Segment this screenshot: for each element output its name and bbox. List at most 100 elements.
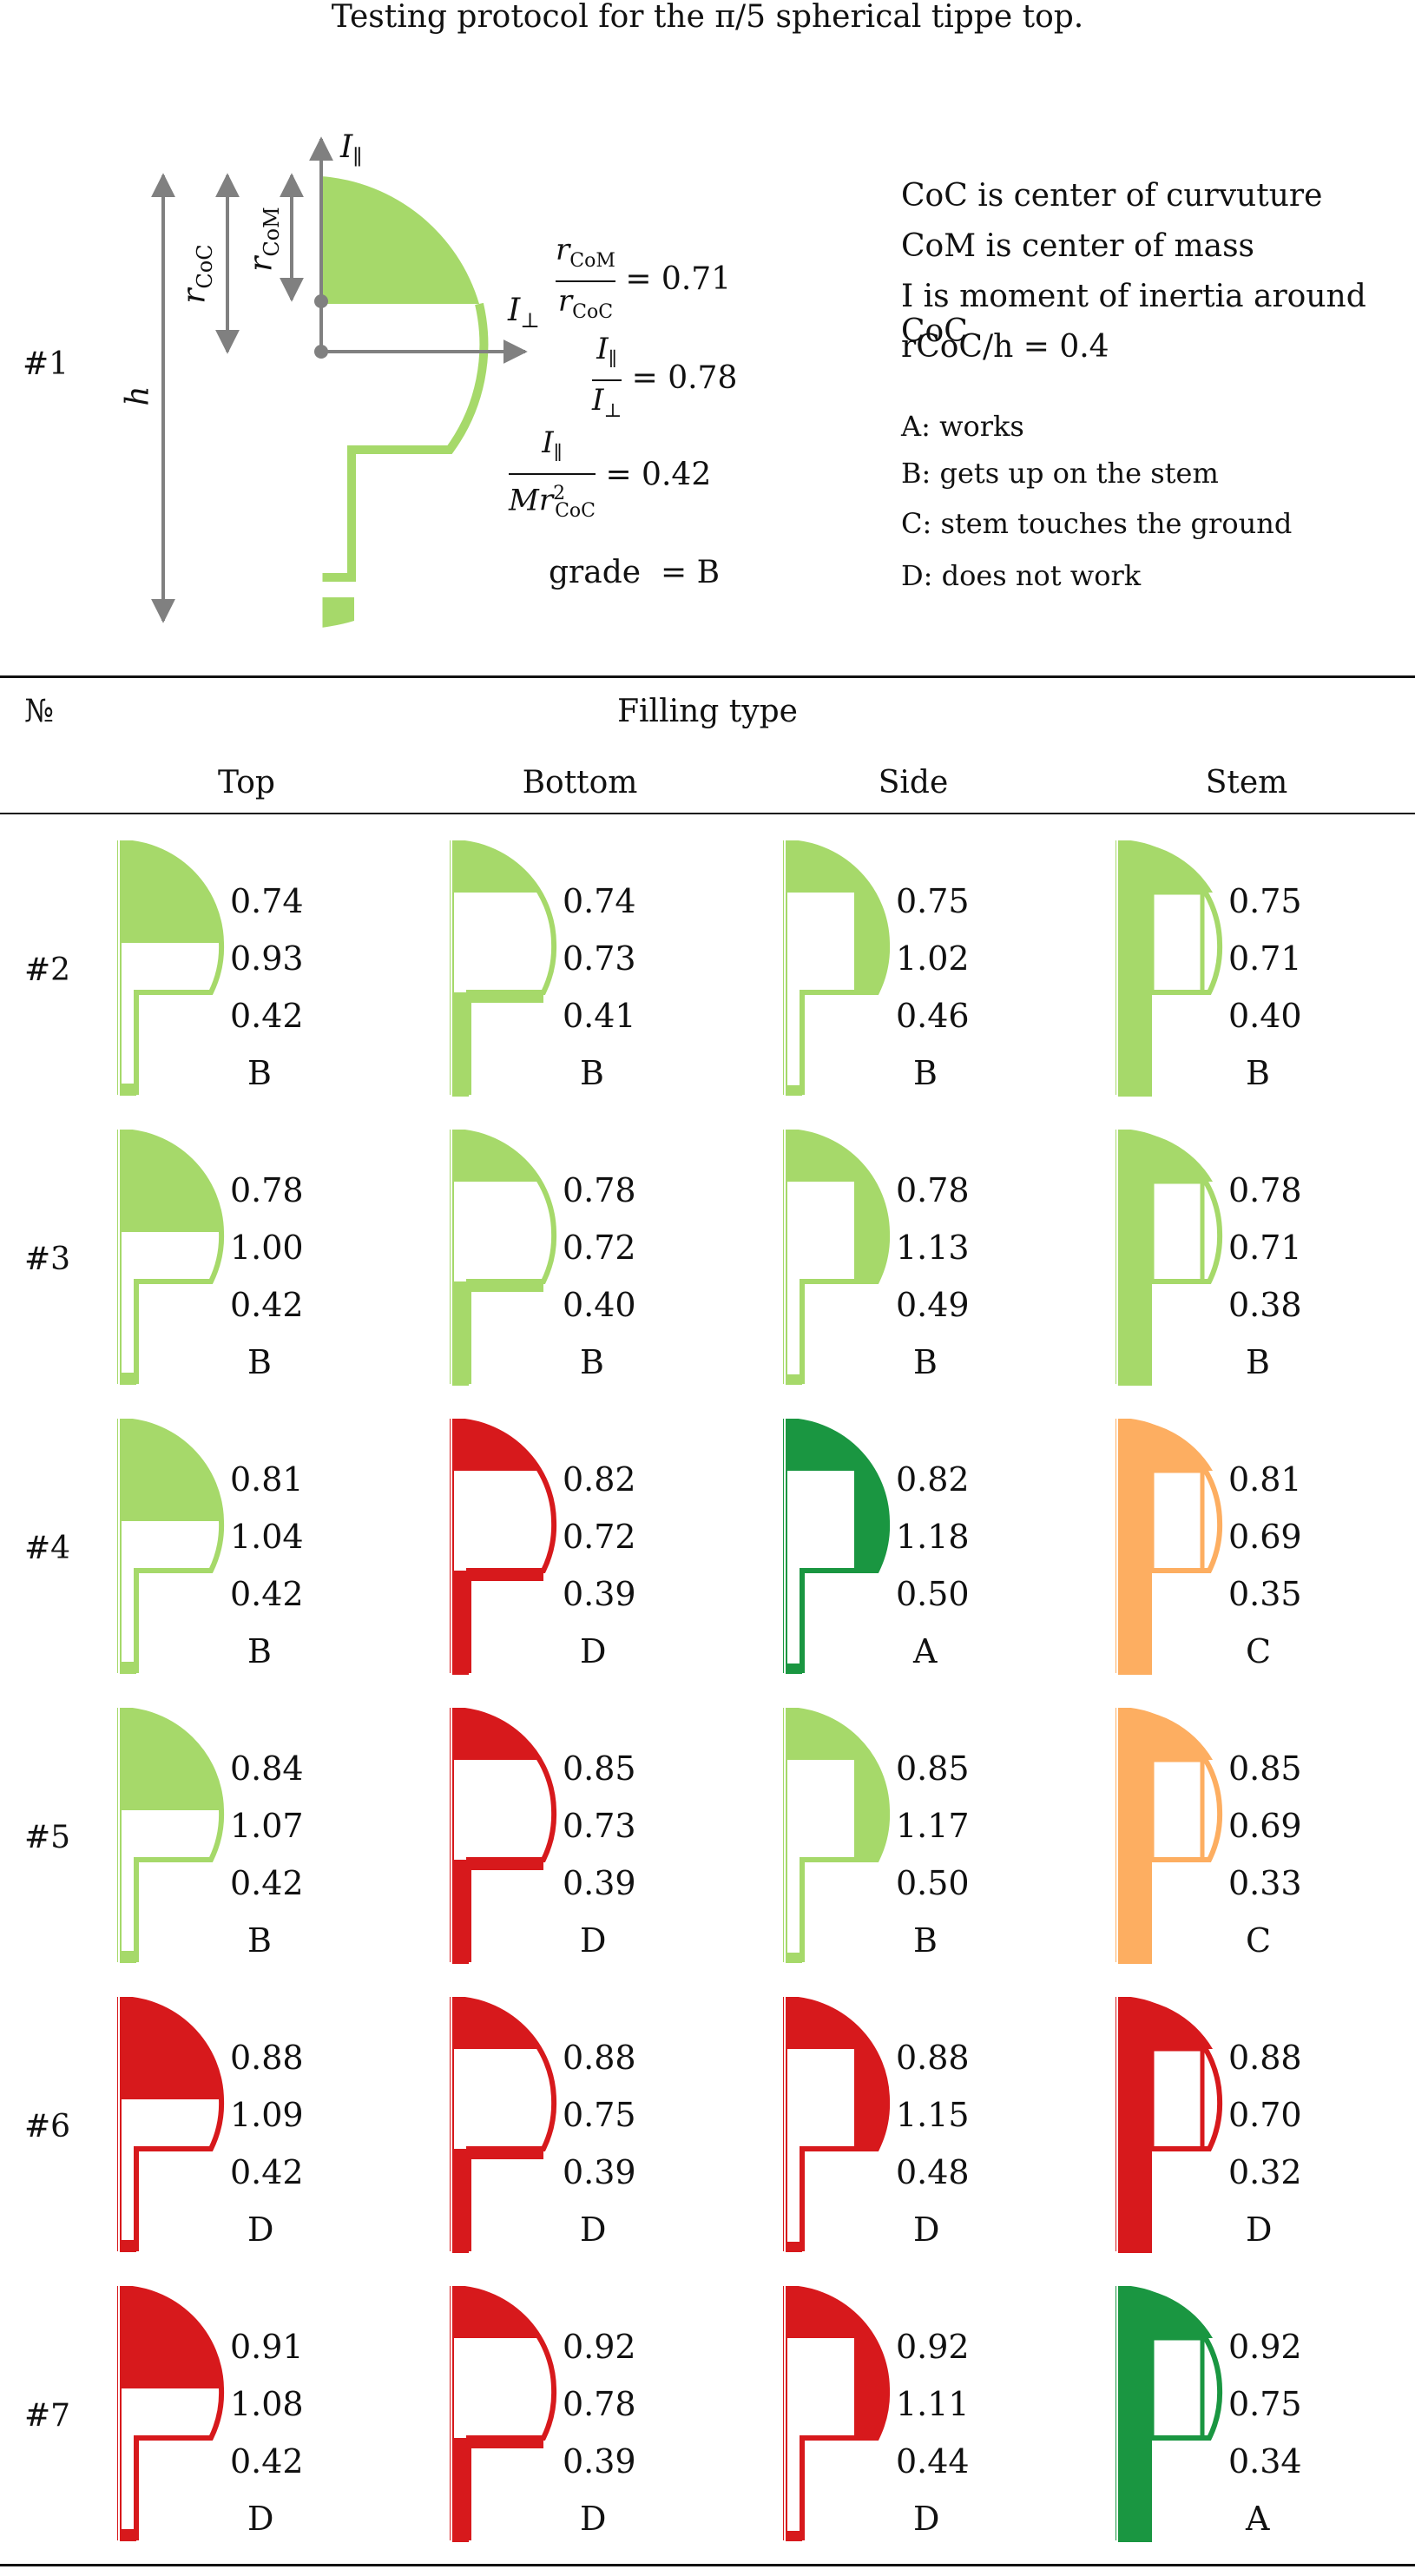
- tippe-top-bottom-filling-icon: [449, 1995, 563, 2261]
- ratio-ipar-mr2: 0.42: [230, 1286, 304, 1324]
- table-top-rule: [0, 675, 1415, 678]
- page-title: Testing protocol for the π/5 spherical t…: [331, 0, 1084, 35]
- ratio-ipar-mr2: 0.42: [230, 1864, 304, 1902]
- tippe-top-stem-filling-icon: [1115, 1995, 1228, 2261]
- ratio-ipar-mr2: 0.39: [563, 2153, 636, 2191]
- grade-letter: B: [1246, 1054, 1270, 1092]
- ratio-rcom-rcoc: 0.91: [230, 2328, 304, 2366]
- ratio-ipar-iperp: 1.08: [230, 2385, 304, 2423]
- r-coc-label: rCoC: [176, 244, 217, 304]
- row-id: #7: [24, 2398, 71, 2434]
- ratio-rcom-rcoc: 0.88: [563, 2039, 636, 2077]
- grade-letter: B: [580, 1054, 604, 1092]
- equation-ipar-iperp: I∥ I⊥ = 0.78: [592, 332, 738, 422]
- example-top-fill: [321, 176, 479, 304]
- tippe-top-side-filling-icon: [782, 1128, 896, 1393]
- ratio-rcom-rcoc: 0.82: [563, 1460, 636, 1499]
- ratio-rcom-rcoc: 0.85: [1228, 1749, 1302, 1788]
- ratio-rcom-rcoc: 0.78: [896, 1171, 970, 1209]
- example-diagram: [151, 136, 528, 629]
- ratio-rcom-rcoc: 0.92: [896, 2328, 970, 2366]
- ratio-ipar-mr2: 0.42: [230, 1575, 304, 1613]
- ratio-ipar-iperp: 1.09: [230, 2096, 304, 2134]
- grade-letter: D: [580, 1632, 607, 1670]
- tippe-top-top-filling-icon: [116, 839, 230, 1104]
- ratio-rcom-rcoc: 0.78: [563, 1171, 636, 1209]
- note-coc: CoC is center of curvuture: [901, 178, 1323, 214]
- ratio-ipar-mr2: 0.32: [1228, 2153, 1302, 2191]
- ratio-rcom-rcoc: 0.88: [230, 2039, 304, 2077]
- ratio-ipar-iperp: 1.13: [896, 1229, 970, 1267]
- grade-letter: D: [247, 2210, 274, 2249]
- tippe-top-bottom-filling-icon: [449, 2284, 563, 2550]
- ratio-ipar-iperp: 1.07: [230, 1807, 304, 1845]
- tippe-top-stem-filling-icon: [1115, 1706, 1228, 1972]
- ratio-ipar-iperp: 1.15: [896, 2096, 970, 2134]
- legend-a: A: works: [901, 410, 1024, 443]
- ratio-ipar-iperp: 0.72: [563, 1229, 636, 1267]
- ratio-ipar-mr2: 0.38: [1228, 1286, 1302, 1324]
- grade-letter: D: [913, 2500, 940, 2538]
- legend-c: C: stem touches the ground: [901, 507, 1293, 540]
- ratio-rcom-rcoc: 0.75: [1228, 882, 1302, 920]
- ratio-rcom-rcoc: 0.75: [896, 882, 970, 920]
- row-id: #2: [24, 952, 71, 988]
- ratio-rcom-rcoc: 0.92: [563, 2328, 636, 2366]
- tippe-top-stem-filling-icon: [1115, 2284, 1228, 2550]
- table-header-rule: [0, 813, 1415, 814]
- grade-letter: B: [913, 1054, 938, 1092]
- table-num-header: №: [24, 694, 55, 729]
- ratio-ipar-mr2: 0.41: [563, 997, 636, 1035]
- tippe-top-top-filling-icon: [116, 1706, 230, 1972]
- ratio-ipar-iperp: 0.73: [563, 1807, 636, 1845]
- column-header-stem: Stem: [1205, 765, 1288, 800]
- ratio-ipar-iperp: 0.93: [230, 939, 304, 978]
- column-header-top: Top: [218, 765, 275, 800]
- tippe-top-bottom-filling-icon: [449, 1128, 563, 1393]
- tippe-top-stem-filling-icon: [1115, 839, 1228, 1104]
- ratio-ipar-mr2: 0.44: [896, 2442, 970, 2480]
- tippe-top-bottom-filling-icon: [449, 1706, 563, 1972]
- grade-letter: B: [913, 1343, 938, 1381]
- tippe-top-top-filling-icon: [116, 2284, 230, 2550]
- ratio-rcom-rcoc: 0.78: [230, 1171, 304, 1209]
- tippe-top-side-filling-icon: [782, 839, 896, 1104]
- grade-letter: B: [247, 1054, 272, 1092]
- row-id: #6: [24, 2109, 71, 2144]
- grade-letter: C: [1246, 1921, 1272, 1960]
- tippe-top-side-filling-icon: [782, 1706, 896, 1972]
- note-com: CoM is center of mass: [901, 228, 1255, 264]
- i-perp-label: I⊥: [508, 293, 540, 333]
- ratio-ipar-mr2: 0.42: [230, 2442, 304, 2480]
- ratio-ipar-iperp: 0.73: [563, 939, 636, 978]
- ratio-ipar-iperp: 1.18: [896, 1518, 970, 1556]
- ratio-ipar-iperp: 1.00: [230, 1229, 304, 1267]
- grade-letter: B: [1246, 1343, 1270, 1381]
- ratio-ipar-iperp: 0.71: [1228, 939, 1302, 978]
- ratio-rcom-rcoc: 0.78: [1228, 1171, 1302, 1209]
- column-header-side: Side: [878, 765, 949, 800]
- grade-letter: C: [1246, 1632, 1272, 1670]
- tippe-top-side-filling-icon: [782, 1417, 896, 1683]
- ratio-ipar-mr2: 0.40: [1228, 997, 1302, 1035]
- ratio-ipar-mr2: 0.42: [230, 997, 304, 1035]
- example-id: #1: [23, 346, 69, 382]
- grade-letter: B: [580, 1343, 604, 1381]
- ratio-rcom-rcoc: 0.85: [896, 1749, 970, 1788]
- ratio-ipar-iperp: 0.72: [563, 1518, 636, 1556]
- coc-dot: [314, 345, 328, 359]
- example-shell-outline: [321, 302, 489, 582]
- ratio-ipar-mr2: 0.50: [896, 1575, 970, 1613]
- ratio-ipar-mr2: 0.40: [563, 1286, 636, 1324]
- ratio-ipar-iperp: 0.69: [1228, 1807, 1302, 1845]
- tippe-top-bottom-filling-icon: [449, 839, 563, 1104]
- row-id: #5: [24, 1820, 71, 1855]
- tippe-top-top-filling-icon: [116, 1128, 230, 1393]
- i-par-label: I∥: [340, 129, 363, 170]
- grade-letter: D: [247, 2500, 274, 2538]
- ratio-rcom-rcoc: 0.92: [1228, 2328, 1302, 2366]
- equation-ipar-mr2: I∥ Mr2CoC = 0.42: [509, 425, 712, 522]
- ratio-ipar-mr2: 0.48: [896, 2153, 970, 2191]
- ratio-ipar-iperp: 1.02: [896, 939, 970, 978]
- grade-letter: B: [913, 1921, 938, 1960]
